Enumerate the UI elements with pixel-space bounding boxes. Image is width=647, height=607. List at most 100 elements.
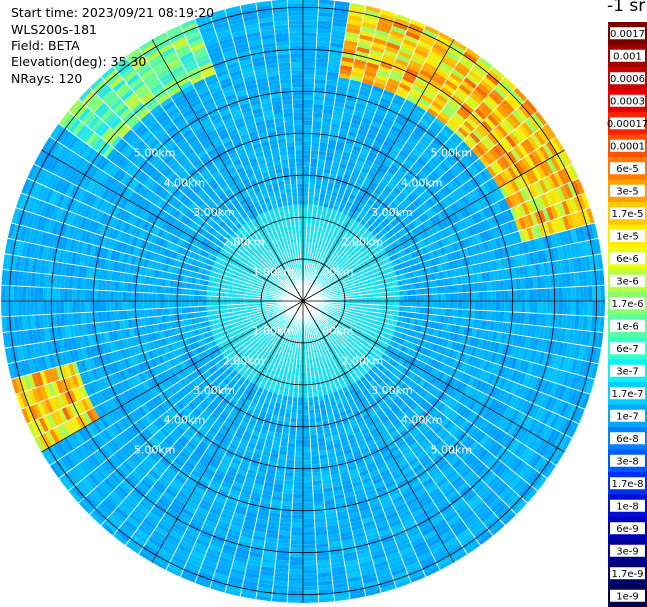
range-bin: [334, 242, 340, 249]
range-bin: [514, 107, 528, 122]
range-bin: [362, 113, 374, 121]
range-bin: [356, 98, 368, 106]
range-bin: [460, 54, 476, 67]
range-bin: [478, 291, 484, 301]
range-bin: [470, 66, 486, 80]
range-bin: [518, 124, 531, 139]
range-bin: [314, 83, 326, 89]
range-bin: [303, 569, 318, 574]
range-bin: [445, 121, 458, 133]
range-bin: [324, 215, 331, 222]
range-bin: [419, 118, 432, 128]
range-bin: [445, 50, 461, 62]
range-bin: [343, 147, 353, 154]
range-bin: [579, 301, 585, 316]
range-bin: [297, 397, 303, 402]
range-bin: [403, 142, 414, 152]
range-bin: [420, 294, 425, 301]
range-bin: [409, 112, 422, 122]
range-bin: [422, 28, 439, 40]
range-bin: [390, 301, 396, 306]
range-bin: [435, 93, 449, 105]
range-bin: [387, 193, 396, 202]
range-bin: [317, 283, 322, 287]
range-bin: [465, 152, 476, 164]
range-bin: [469, 92, 483, 105]
range-bin: [426, 54, 442, 65]
range-bin: [336, 260, 342, 266]
range-bin: [303, 523, 315, 528]
range-bin: [323, 202, 330, 208]
range-bin: [322, 109, 334, 115]
range-bin: [331, 21, 347, 28]
range-bin: [418, 138, 430, 148]
range-bin: [361, 22, 377, 30]
range-bin: [311, 141, 320, 147]
range-bin: [330, 122, 341, 129]
range-bin: [390, 201, 398, 210]
range-bin: [331, 25, 347, 32]
range-bin: [443, 142, 455, 153]
range-bin: [316, 37, 331, 43]
range-bin: [373, 113, 385, 121]
range-bin: [445, 301, 450, 309]
range-bin: [313, 279, 317, 284]
range-bin: [290, 543, 303, 549]
range-bin: [318, 272, 323, 278]
range-bin: [420, 93, 434, 105]
range-bin: [401, 74, 416, 85]
range-bin: [320, 185, 328, 191]
range-bin: [358, 90, 371, 98]
range-bin: [418, 194, 427, 204]
range-bin: [303, 556, 317, 562]
range-bin: [386, 296, 392, 301]
range-bin: [382, 89, 396, 98]
range-bin: [325, 211, 332, 218]
range-bin: [342, 243, 348, 249]
range-bin: [430, 100, 444, 111]
range-bin: [499, 121, 512, 135]
range-bin: [417, 205, 426, 215]
range-bin: [457, 143, 469, 156]
range-bin: [308, 401, 314, 406]
range-bin: [376, 195, 385, 204]
range-bin: [494, 311, 500, 322]
range-bin: [315, 175, 323, 181]
range-bin: [315, 218, 321, 224]
range-bin: [450, 115, 463, 127]
range-bin: [303, 74, 315, 79]
range-bin: [310, 221, 316, 227]
range-bin: [587, 285, 593, 301]
range-bin: [415, 185, 425, 195]
range-bin: [401, 161, 412, 171]
range-bin: [419, 69, 434, 80]
range-bin: [395, 13, 412, 23]
range-bin: [407, 289, 412, 296]
range-bin: [386, 182, 396, 191]
range-bin: [507, 93, 522, 108]
range-bin: [541, 288, 547, 301]
range-bin: [409, 87, 423, 98]
range-bin: [411, 295, 417, 301]
range-bin: [511, 129, 524, 144]
range-bin: [313, 200, 319, 206]
range-bin: [326, 147, 336, 154]
range-bin: [412, 199, 421, 209]
range-bin: [315, 180, 323, 186]
range-bin: [402, 208, 411, 217]
range-bin: [382, 174, 392, 183]
range-bin: [292, 506, 303, 511]
range-bin: [310, 154, 319, 160]
range-bin: [303, 380, 308, 385]
range-bin: [394, 206, 403, 214]
range-bin: [339, 241, 345, 247]
range-bin: [441, 107, 454, 119]
range-bin: [303, 250, 306, 255]
range-bin: [449, 301, 454, 309]
range-bin: [325, 156, 334, 162]
range-bin: [477, 141, 489, 154]
range-bin: [303, 422, 310, 427]
range-bin: [314, 70, 328, 76]
range-bin: [363, 140, 373, 148]
range-bin: [289, 556, 303, 562]
